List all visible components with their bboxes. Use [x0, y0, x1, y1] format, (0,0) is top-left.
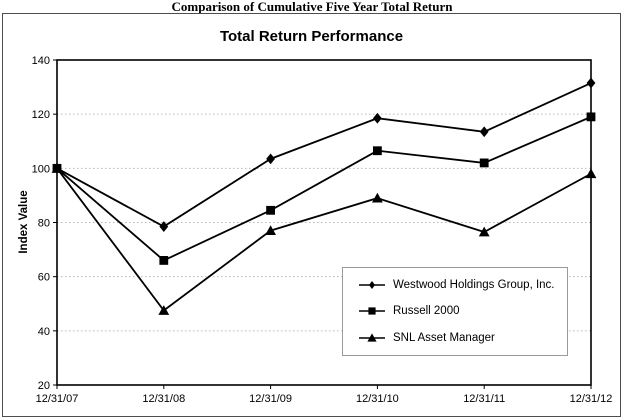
- data-point-square: [159, 256, 169, 265]
- y-tick-label: 100: [32, 163, 50, 175]
- series-line: [56, 116, 592, 262]
- data-point-square: [586, 112, 596, 122]
- data-point-square: [479, 158, 489, 168]
- line-chart: 20 40 60 80 100 120 140 12/31/07 12/31/08 12/31/0…: [32, 55, 613, 405]
- data-point-diamond: [586, 77, 596, 89]
- data-point-triangle: [265, 225, 276, 236]
- y-tick-label: 20: [38, 380, 50, 392]
- triangle-legend-marker-icon: [359, 333, 385, 342]
- data-point-diamond: [266, 153, 275, 165]
- legend-item: Russell 2000: [343, 305, 567, 317]
- series-line: [56, 82, 592, 228]
- legend-label: SNL Asset Manager: [393, 331, 495, 344]
- data-point-diamond: [373, 112, 382, 124]
- data-point-diamond: [369, 281, 375, 290]
- data-point-triangle: [372, 192, 383, 203]
- data-point-diamond: [479, 126, 489, 138]
- data-point-triangle: [367, 333, 377, 342]
- diamond-legend-marker-icon: [359, 281, 385, 290]
- data-point-square: [368, 307, 376, 316]
- chart-container: Total Return Performance Index Value 20 4…: [2, 13, 621, 417]
- y-tick-label: 80: [38, 218, 50, 230]
- legend: Westwood Holdings Group, Inc. Russell 200…: [342, 267, 568, 356]
- legend-item: Westwood Holdings Group, Inc.: [343, 279, 567, 291]
- square-legend-marker-icon: [359, 307, 385, 316]
- x-tick-label: 12/31/09: [249, 393, 292, 405]
- x-tick-label: 12/31/12: [570, 393, 613, 405]
- data-point-square: [373, 146, 382, 156]
- data-point-square: [266, 205, 275, 215]
- y-tick-label: 60: [38, 272, 50, 284]
- data-point-triangle: [51, 162, 63, 173]
- page-title: Comparison of Cumulative Five Year Total…: [171, 0, 453, 14]
- series-line: [56, 167, 592, 312]
- x-tick-label: 12/31/10: [356, 393, 399, 405]
- x-tick-label: 12/31/08: [142, 393, 185, 405]
- data-point-triangle: [158, 305, 170, 315]
- data-point-triangle: [585, 168, 597, 179]
- y-tick-label: 40: [38, 326, 50, 338]
- y-tick-label: 140: [32, 55, 50, 67]
- chart-title: Total Return Performance: [219, 28, 404, 45]
- legend-label: Westwood Holdings Group, Inc.: [393, 279, 555, 292]
- legend-item: SNL Asset Manager: [343, 332, 567, 344]
- data-point-diamond: [159, 221, 169, 232]
- legend-label: Russell 2000: [393, 305, 460, 318]
- x-tick-label: 12/31/11: [463, 393, 505, 405]
- x-tick-label: 12/31/07: [36, 393, 79, 405]
- data-point-triangle: [478, 226, 490, 237]
- y-tick-label: 120: [32, 109, 50, 121]
